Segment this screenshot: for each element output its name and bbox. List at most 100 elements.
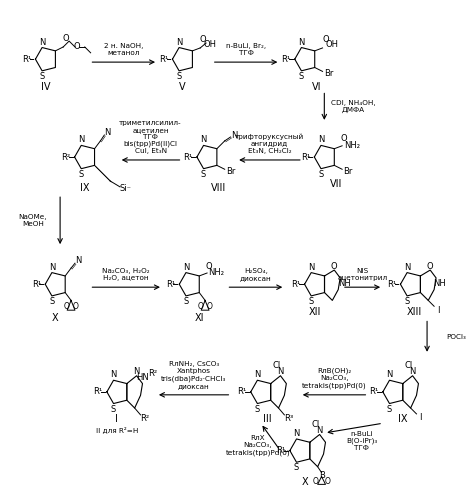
Text: O: O: [331, 262, 338, 270]
Text: O: O: [325, 477, 330, 486]
Text: N: N: [410, 368, 416, 376]
Text: трифторуксусный
ангидрид
Et₃N, CH₂Cl₂: трифторуксусный ангидрид Et₃N, CH₂Cl₂: [235, 134, 304, 154]
Text: S: S: [111, 404, 116, 413]
Text: VIII: VIII: [211, 184, 226, 194]
Text: S: S: [318, 170, 324, 178]
Text: O: O: [341, 134, 347, 143]
Text: CDI, NH₄OH,
ДМФА: CDI, NH₄OH, ДМФА: [332, 100, 376, 113]
Text: I: I: [115, 414, 118, 424]
Text: N: N: [200, 136, 207, 144]
Text: R¹: R¹: [291, 280, 300, 288]
Text: NH: NH: [433, 280, 446, 288]
Text: O: O: [63, 34, 70, 42]
Text: N: N: [78, 136, 85, 144]
Text: S: S: [299, 72, 304, 81]
Text: OH: OH: [204, 40, 217, 50]
Text: N: N: [49, 262, 55, 272]
Text: XII: XII: [308, 306, 321, 316]
Text: n-BuLi, Br₂,
ТГФ: n-BuLi, Br₂, ТГФ: [226, 43, 266, 56]
Text: R¹: R¹: [281, 54, 290, 64]
Text: Br: Br: [324, 69, 333, 78]
Text: POCl₃: POCl₃: [446, 334, 467, 340]
Text: S: S: [404, 297, 410, 306]
Text: B: B: [318, 471, 325, 480]
Text: R¹: R¹: [166, 280, 175, 288]
Text: IX: IX: [398, 414, 407, 424]
Text: O: O: [322, 34, 329, 43]
Text: 2 н. NaOH,
метанол: 2 н. NaOH, метанол: [104, 43, 143, 56]
Text: R²: R²: [148, 370, 157, 378]
Text: R³: R³: [283, 414, 293, 424]
Text: S: S: [49, 297, 55, 306]
Text: NH₂: NH₂: [344, 142, 360, 150]
Text: NIS
ацетонитрил: NIS ацетонитрил: [338, 268, 388, 281]
Text: R²: R²: [140, 414, 149, 424]
Text: N: N: [39, 38, 45, 46]
Text: N: N: [318, 136, 324, 144]
Text: N: N: [183, 262, 189, 272]
Text: N: N: [404, 262, 410, 272]
Text: O: O: [197, 302, 203, 311]
Text: O: O: [313, 477, 318, 486]
Text: S: S: [201, 170, 206, 178]
Text: R¹: R¹: [276, 446, 286, 455]
Text: RᴫB(OH)₂
Na₂CO₃,
tetrakis(tpp)Pd(0): RᴫB(OH)₂ Na₂CO₃, tetrakis(tpp)Pd(0): [302, 368, 367, 389]
Text: XI: XI: [194, 314, 204, 324]
Text: O: O: [73, 302, 79, 311]
Text: R¹: R¹: [387, 280, 396, 288]
Text: S: S: [294, 463, 299, 472]
Text: X: X: [52, 314, 58, 324]
Text: S: S: [309, 297, 314, 306]
Text: R¹: R¹: [93, 388, 103, 396]
Text: IX: IX: [80, 184, 89, 194]
Text: OH: OH: [326, 40, 339, 50]
Text: N: N: [110, 370, 117, 380]
Text: S: S: [184, 297, 189, 306]
Text: O: O: [63, 302, 69, 311]
Text: R²: R²: [61, 152, 71, 162]
Text: III: III: [263, 414, 272, 424]
Text: NaOMe,
MeOH: NaOMe, MeOH: [19, 214, 47, 227]
Text: n-BuLi
B(O-iPr)₃
ТГФ: n-BuLi B(O-iPr)₃ ТГФ: [346, 430, 377, 451]
Text: R¹: R¹: [369, 388, 379, 396]
Text: NH: NH: [338, 280, 350, 288]
Text: Cl: Cl: [311, 420, 320, 429]
Text: Br: Br: [343, 166, 353, 175]
Text: N: N: [75, 256, 81, 265]
Text: HN: HN: [136, 373, 149, 382]
Text: N: N: [308, 262, 314, 272]
Text: O: O: [206, 262, 212, 270]
Text: Na₂CO₃, H₂O₂
H₂O, ацетон: Na₂CO₃, H₂O₂ H₂O, ацетон: [102, 268, 150, 281]
Text: триметилсилил-
ацетилен
ТГФ
bis(tpp)Pd(II)Cl
CuI, Et₃N: триметилсилил- ацетилен ТГФ bis(tpp)Pd(I…: [119, 120, 182, 154]
Text: I: I: [437, 306, 439, 314]
Text: N: N: [134, 368, 140, 376]
Text: N: N: [176, 38, 182, 46]
Text: O: O: [427, 262, 433, 270]
Text: Si⁻: Si⁻: [120, 184, 132, 194]
Text: N: N: [277, 368, 283, 376]
Text: VI: VI: [312, 82, 321, 92]
Text: N: N: [254, 370, 261, 380]
Text: RᴫNH₂, CsCO₃
Xantphos
tris(dba)Pd₂·CHCl₃
диоксан: RᴫNH₂, CsCO₃ Xantphos tris(dba)Pd₂·CHCl₃…: [161, 362, 226, 389]
Text: R¹: R¹: [301, 152, 310, 162]
Text: Br: Br: [226, 166, 235, 175]
Text: O: O: [207, 302, 213, 311]
Text: O: O: [74, 42, 80, 51]
Text: N: N: [386, 370, 393, 380]
Text: N: N: [293, 429, 300, 438]
Text: S: S: [255, 404, 260, 413]
Text: N: N: [317, 426, 323, 435]
Text: II для R²=H: II для R²=H: [96, 426, 138, 432]
Text: VII: VII: [330, 180, 342, 190]
Text: R¹: R¹: [22, 54, 31, 64]
Text: I: I: [419, 414, 422, 422]
Text: R¹: R¹: [237, 388, 247, 396]
Text: S: S: [387, 404, 392, 413]
Text: N: N: [298, 38, 304, 46]
Text: N: N: [104, 128, 111, 136]
Text: N: N: [231, 130, 238, 140]
Text: NH₂: NH₂: [208, 268, 224, 278]
Text: S: S: [177, 72, 182, 81]
Text: Cl: Cl: [404, 362, 413, 370]
Text: X: X: [301, 477, 308, 487]
